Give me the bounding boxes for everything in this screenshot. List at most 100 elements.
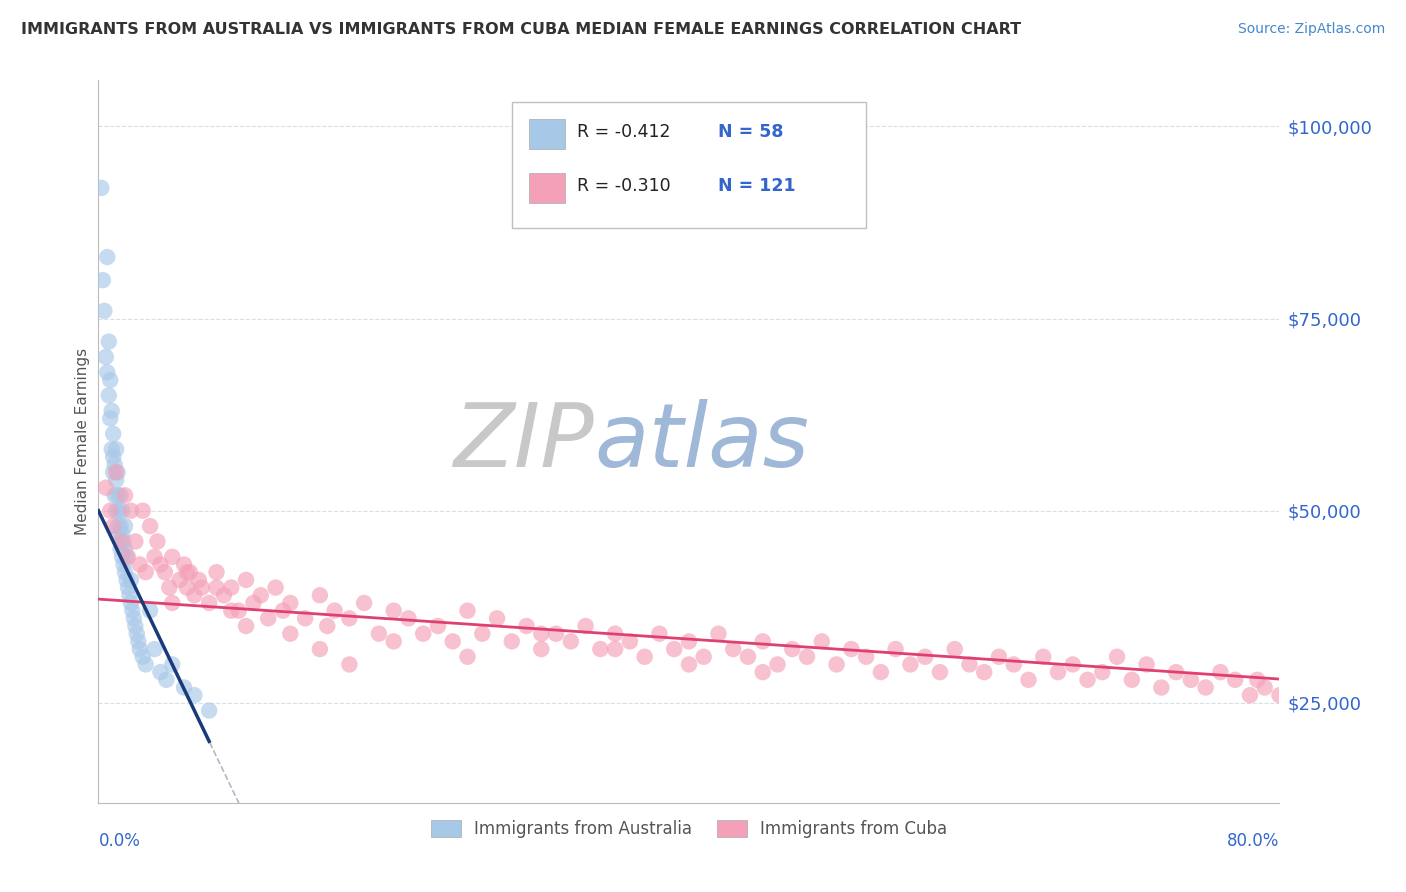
Point: [271, 604, 294, 618]
Point: [96, 250, 118, 264]
Point: [752, 665, 775, 680]
Point: [139, 604, 162, 618]
Point: [91, 273, 114, 287]
Point: [235, 619, 257, 633]
Text: ZIP: ZIP: [454, 399, 595, 484]
Point: [146, 534, 169, 549]
Point: [664, 642, 686, 657]
Point: [98, 373, 121, 387]
Point: [353, 596, 375, 610]
Point: [112, 534, 135, 549]
Point: [1268, 688, 1291, 702]
Y-axis label: Median Female Earnings: Median Female Earnings: [75, 348, 90, 535]
Point: [309, 588, 332, 602]
Point: [125, 626, 148, 640]
Point: [1077, 673, 1099, 687]
Point: [486, 611, 509, 625]
Point: [191, 581, 214, 595]
Point: [97, 388, 120, 402]
Text: N = 121: N = 121: [718, 178, 796, 195]
Point: [111, 504, 134, 518]
Point: [143, 642, 166, 657]
Point: [1209, 665, 1232, 680]
Point: [110, 488, 132, 502]
Point: [605, 626, 627, 640]
Point: [339, 611, 361, 625]
Point: [723, 642, 745, 657]
Point: [1107, 649, 1129, 664]
Text: IMMIGRANTS FROM AUSTRALIA VS IMMIGRANTS FROM CUBA MEDIAN FEMALE EARNINGS CORRELA: IMMIGRANTS FROM AUSTRALIA VS IMMIGRANTS …: [21, 22, 1021, 37]
Text: 0.0%: 0.0%: [98, 831, 141, 850]
Point: [235, 573, 257, 587]
Point: [155, 673, 177, 687]
Point: [575, 619, 598, 633]
Point: [825, 657, 848, 672]
Point: [162, 657, 183, 672]
Point: [117, 549, 139, 564]
Point: [114, 488, 136, 502]
Point: [870, 665, 893, 680]
Point: [634, 649, 657, 664]
Point: [1091, 665, 1114, 680]
Point: [1121, 673, 1143, 687]
Point: [94, 481, 117, 495]
Text: Source: ZipAtlas.com: Source: ZipAtlas.com: [1237, 22, 1385, 37]
Point: [471, 626, 494, 640]
Point: [183, 688, 205, 702]
Point: [105, 504, 128, 518]
Point: [149, 665, 172, 680]
Point: [648, 626, 671, 640]
Point: [678, 657, 700, 672]
Point: [114, 565, 136, 579]
Point: [316, 619, 339, 633]
Point: [1002, 657, 1025, 672]
Text: atlas: atlas: [595, 399, 810, 484]
Bar: [530, 119, 565, 149]
Point: [110, 519, 132, 533]
Point: [766, 657, 789, 672]
FancyBboxPatch shape: [512, 102, 866, 228]
Bar: [530, 173, 565, 203]
Point: [619, 634, 641, 648]
Point: [530, 626, 553, 640]
Point: [135, 657, 157, 672]
Point: [153, 565, 176, 579]
Point: [900, 657, 922, 672]
Legend: Immigrants from Australia, Immigrants from Cuba: Immigrants from Australia, Immigrants fr…: [423, 814, 955, 845]
Point: [1062, 657, 1084, 672]
Point: [242, 596, 264, 610]
Point: [678, 634, 700, 648]
Point: [100, 442, 122, 457]
Point: [1150, 681, 1173, 695]
Point: [169, 573, 191, 587]
Point: [294, 611, 316, 625]
Point: [782, 642, 804, 657]
Point: [707, 626, 730, 640]
Point: [228, 604, 250, 618]
Point: [107, 519, 129, 533]
Point: [100, 404, 122, 418]
Point: [187, 573, 209, 587]
Point: [914, 649, 936, 664]
Point: [112, 558, 135, 572]
Point: [198, 704, 221, 718]
Point: [1046, 665, 1070, 680]
Point: [264, 581, 287, 595]
Point: [108, 526, 131, 541]
Point: [103, 426, 125, 441]
Point: [105, 465, 128, 479]
Point: [589, 642, 612, 657]
Point: [1136, 657, 1159, 672]
Point: [111, 526, 134, 541]
Point: [382, 634, 405, 648]
Point: [97, 334, 120, 349]
Point: [135, 565, 157, 579]
Point: [441, 634, 464, 648]
Point: [107, 465, 129, 479]
Point: [128, 558, 150, 572]
Point: [103, 450, 125, 464]
Point: [96, 365, 118, 379]
Point: [127, 634, 149, 648]
Point: [516, 619, 538, 633]
Point: [183, 588, 205, 602]
